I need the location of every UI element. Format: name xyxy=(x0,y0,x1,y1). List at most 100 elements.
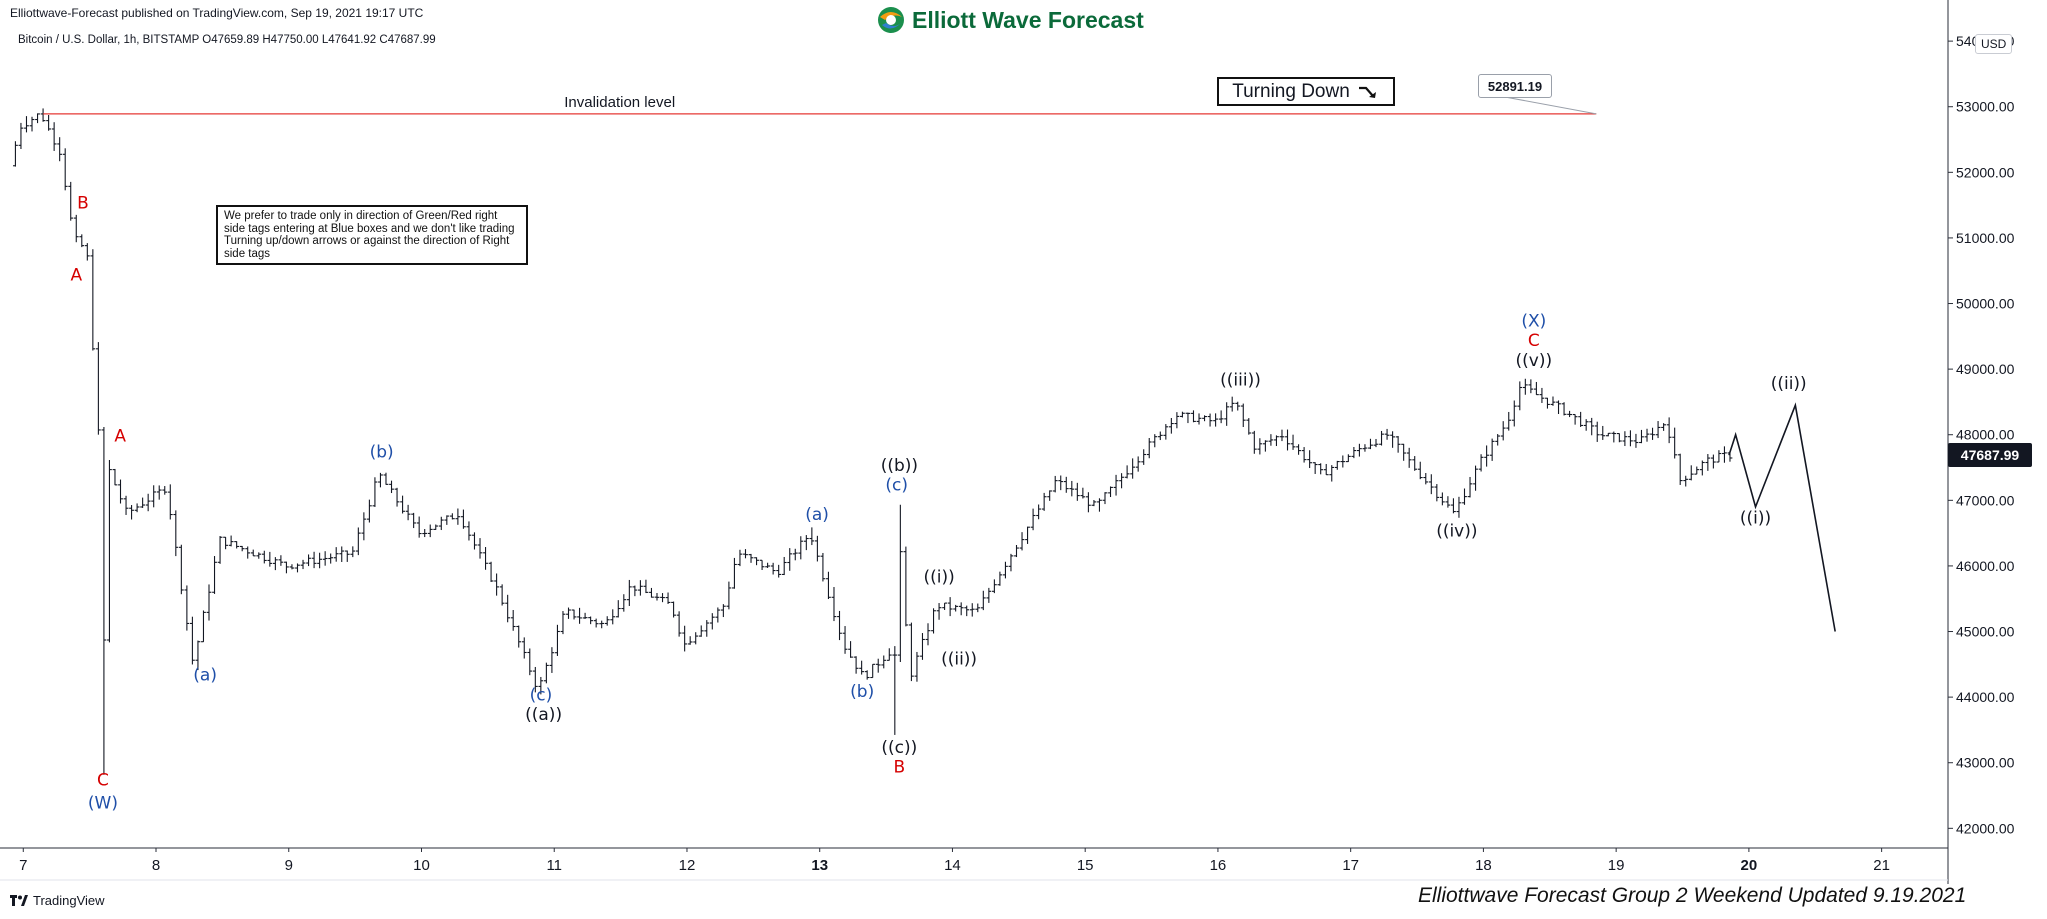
ohlc-bar xyxy=(1196,413,1202,425)
ohlc-bar xyxy=(278,555,284,566)
ohlc-bar xyxy=(936,603,942,620)
ohlc-bar xyxy=(1279,429,1285,442)
ohlc-bar xyxy=(1074,482,1080,501)
ohlc-bar xyxy=(378,472,383,488)
ohlc-bar xyxy=(842,626,848,654)
ohlc-bar xyxy=(621,594,627,612)
ohlc-bar xyxy=(438,516,444,531)
ohlc-bar xyxy=(1406,447,1412,468)
ohlc-bar xyxy=(643,579,649,594)
ohlc-bar xyxy=(79,234,85,248)
currency-badge[interactable]: USD xyxy=(1975,34,2013,54)
wave-label: (c) xyxy=(530,685,553,705)
ohlc-bar xyxy=(206,584,212,621)
chart-frame xyxy=(0,0,1949,884)
ohlc-bar xyxy=(975,603,981,613)
ohlc-bar xyxy=(682,625,688,652)
ohlc-bar xyxy=(732,557,737,589)
ohlc-bar xyxy=(980,590,986,611)
ohlc-bar xyxy=(1417,461,1423,480)
ohlc-bar xyxy=(1716,450,1722,463)
ohlc-bar xyxy=(1434,484,1440,502)
ohlc-bar xyxy=(754,557,759,566)
wave-label: (b) xyxy=(370,443,394,463)
ohlc-bar xyxy=(350,546,356,558)
ohlc-bar xyxy=(1135,456,1141,472)
ohlc-bar xyxy=(483,547,488,570)
wave-label: (a) xyxy=(805,505,829,525)
ohlc-bar xyxy=(704,620,710,637)
ohlc-bar xyxy=(577,607,582,624)
ohlc-bar xyxy=(1478,454,1484,472)
ohlc-bar xyxy=(543,662,549,684)
ohlc-bar xyxy=(831,587,837,622)
ohlc-bar xyxy=(212,556,217,594)
ohlc-bar xyxy=(1578,411,1584,427)
ohlc-bar xyxy=(527,648,533,676)
ohlc-bar xyxy=(217,536,223,564)
ohlc-bar xyxy=(1235,401,1241,411)
ohlc-bar xyxy=(1069,480,1075,497)
ohlc-bar xyxy=(322,551,328,566)
tradingview-logo[interactable]: TradingView xyxy=(10,893,105,908)
ohlc-bar xyxy=(1124,465,1130,479)
ohlc-bar xyxy=(1063,476,1069,493)
wave-label: ((b)) xyxy=(881,456,918,476)
ohlc-bar xyxy=(1556,400,1561,415)
ohlc-bar xyxy=(355,527,361,556)
ohlc-bar xyxy=(1340,455,1346,468)
ohlc-bar xyxy=(444,515,450,525)
ohlc-bar xyxy=(1097,498,1102,512)
ohlc-bar xyxy=(671,601,676,618)
wave-label: ((i)) xyxy=(1740,508,1771,528)
price-tick-label: 42000.00 xyxy=(1956,820,2015,836)
ohlc-bar xyxy=(466,521,472,541)
projection-path xyxy=(1728,402,1836,632)
ohlc-bar xyxy=(140,497,146,508)
wave-label: B xyxy=(77,193,89,213)
price-tick-label: 47000.00 xyxy=(1956,492,2015,508)
symbol-legend[interactable]: Bitcoin / U.S. Dollar, 1h, BITSTAMP O476… xyxy=(18,34,436,46)
ohlc-bar xyxy=(1191,410,1196,423)
ohlc-bar xyxy=(837,610,842,641)
brand-logo: Elliott Wave Forecast xyxy=(876,4,1144,36)
ohlc-bar xyxy=(538,676,544,695)
wave-label: ((c)) xyxy=(881,738,917,758)
ohlc-bar xyxy=(1185,412,1191,424)
ohlc-bar xyxy=(1462,488,1467,505)
ohlc-bar xyxy=(162,486,168,495)
ohlc-bar xyxy=(68,181,74,221)
ohlc-bar xyxy=(1085,492,1091,513)
ohlc-bar xyxy=(737,549,743,567)
ohlc-bar xyxy=(566,607,571,619)
ohlc-bar xyxy=(1373,438,1379,448)
ohlc-bar xyxy=(1412,456,1418,471)
ohlc-bar xyxy=(820,552,826,582)
ohlc-bar xyxy=(267,551,273,567)
ohlc-bar xyxy=(632,585,638,597)
ohlc-bar xyxy=(859,660,865,675)
wave-label: ((ii)) xyxy=(1771,374,1807,394)
ohlc-bar xyxy=(748,553,754,563)
ohlc-bar xyxy=(295,563,300,573)
ohlc-bar xyxy=(1545,397,1550,409)
ohlc-bar xyxy=(18,122,24,149)
invalidation-label: Invalidation level xyxy=(564,94,675,111)
trading-note-box: We prefer to trade only in direction of … xyxy=(216,205,528,265)
tradingview-icon xyxy=(10,895,28,906)
ohlc-bars xyxy=(13,108,1733,775)
ohlc-bar xyxy=(1025,526,1030,544)
ohlc-bar xyxy=(333,547,339,562)
ohlc-bar xyxy=(123,495,129,515)
ohlc-bar xyxy=(649,587,654,598)
ohlc-bar xyxy=(1296,444,1301,455)
time-tick-label: 17 xyxy=(1342,857,1359,874)
ohlc-bar xyxy=(1218,410,1224,424)
ohlc-bar xyxy=(964,605,970,617)
ohlc-bar xyxy=(477,538,483,559)
ohlc-bar xyxy=(1290,434,1296,450)
ohlc-bar xyxy=(1672,427,1678,459)
ohlc-bar xyxy=(366,499,372,523)
wave-label: (W) xyxy=(88,794,118,814)
